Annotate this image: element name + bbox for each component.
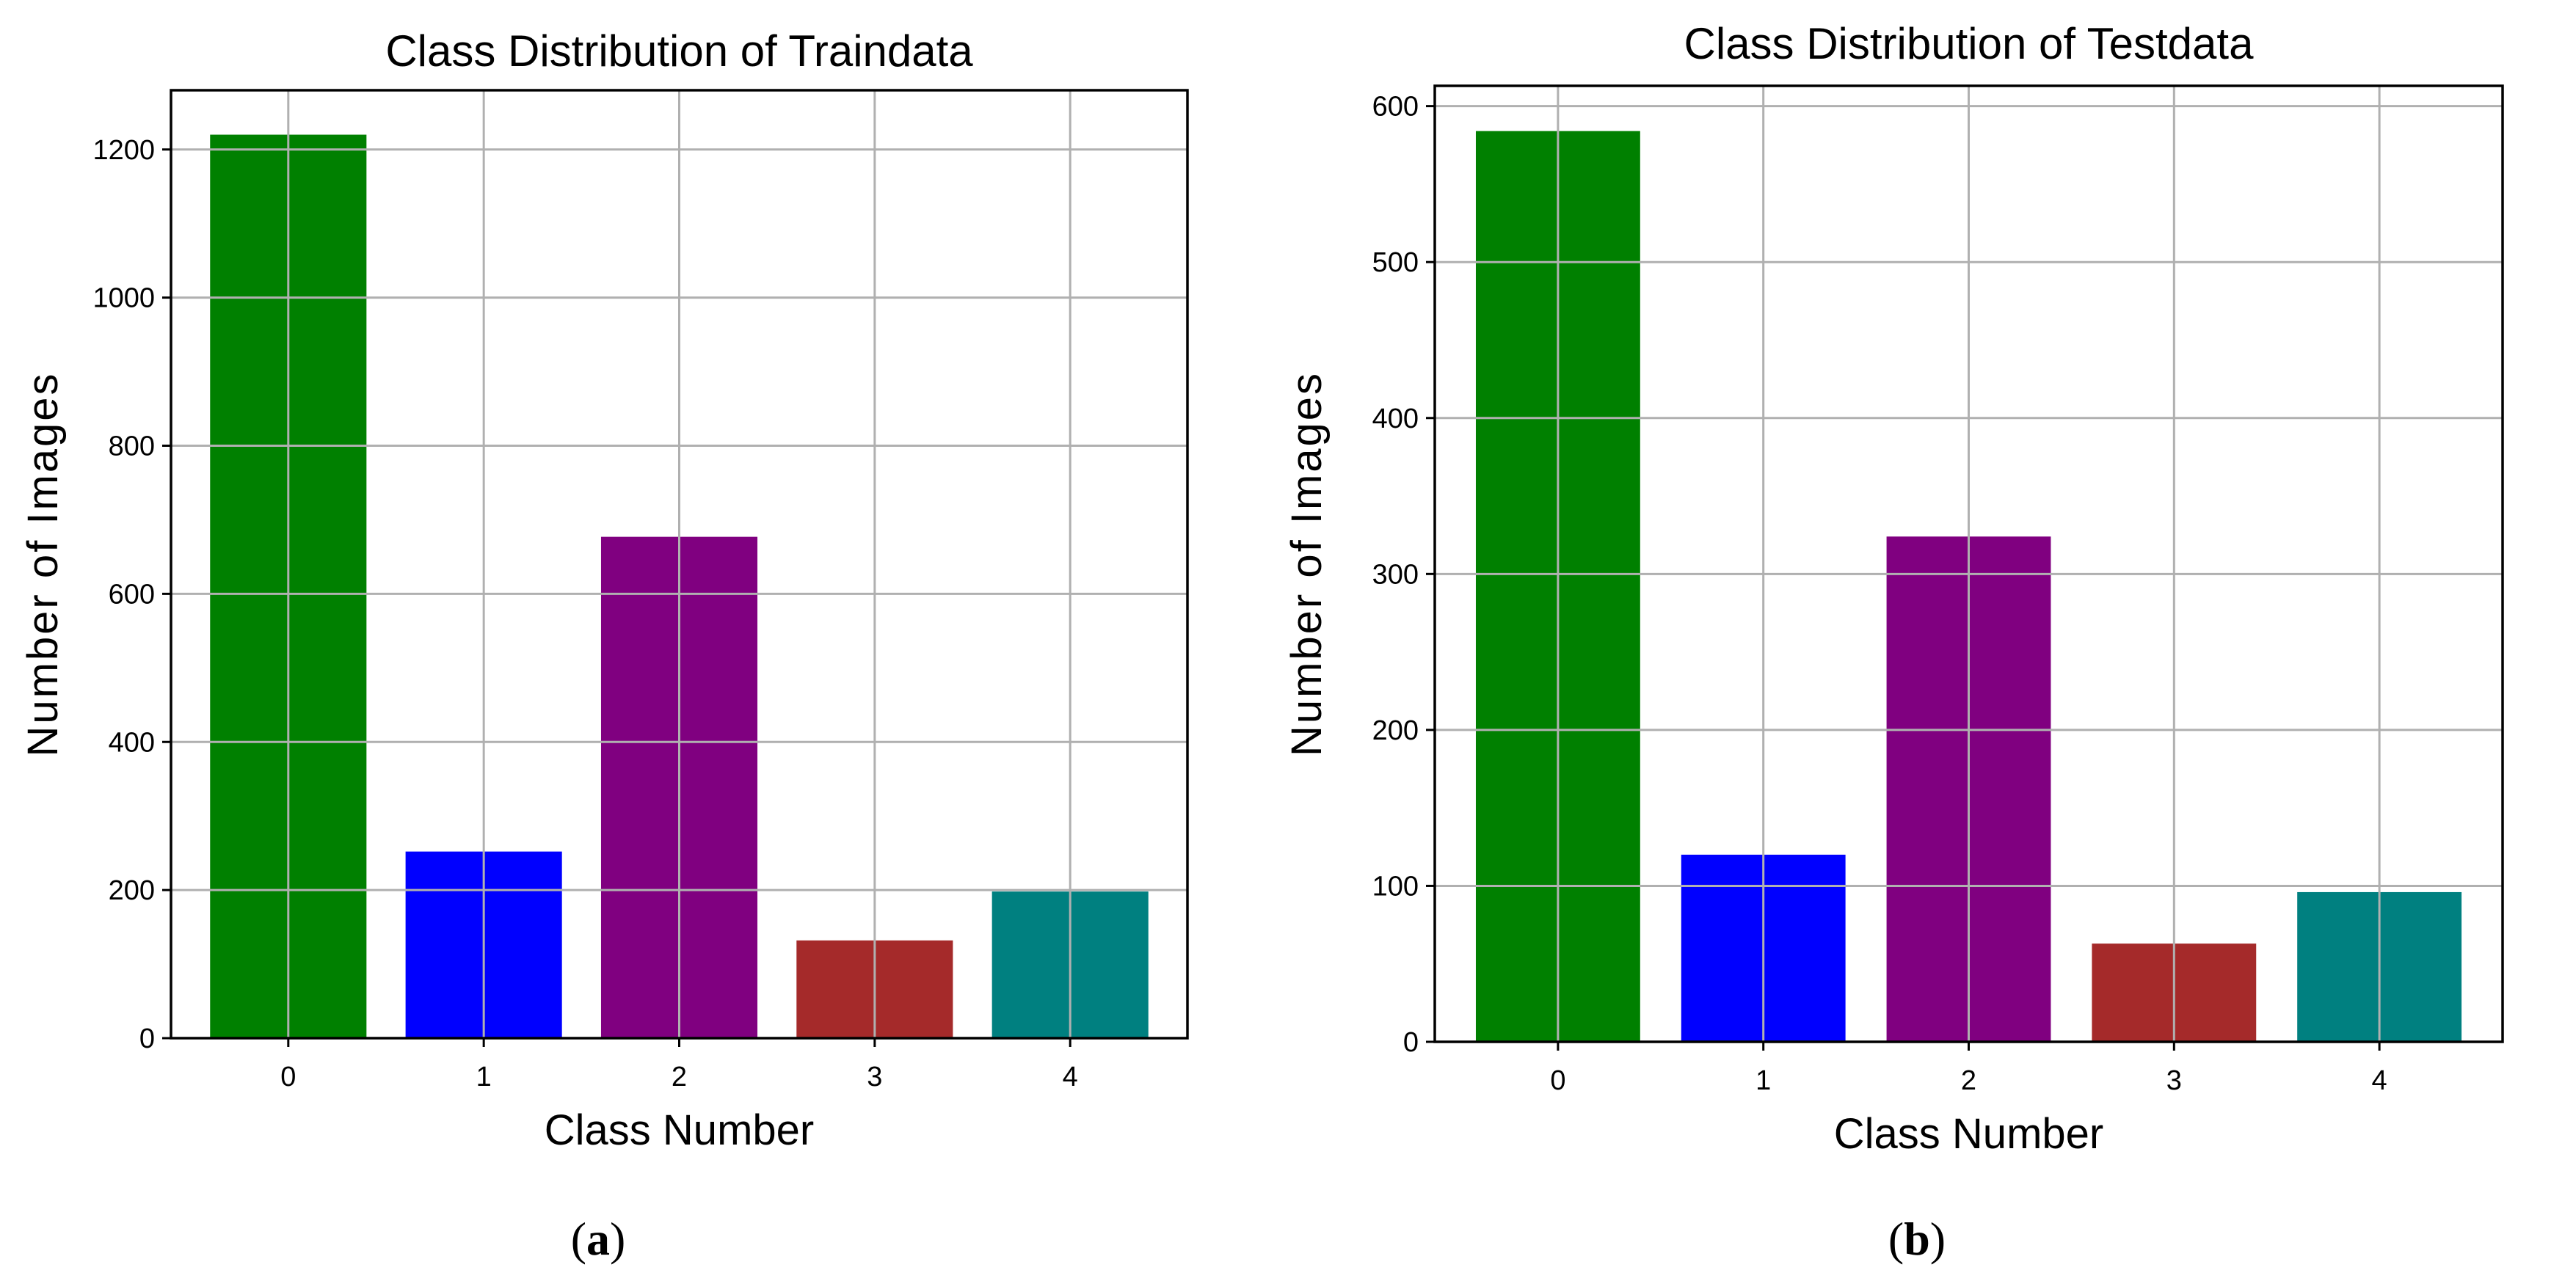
subfigure-caption: (b) xyxy=(1888,1213,1946,1265)
y-tick-label: 200 xyxy=(109,875,155,906)
y-tick-label: 0 xyxy=(1403,1027,1419,1058)
y-tick-label: 300 xyxy=(1372,559,1419,590)
chart-title: Class Distribution of Testdata xyxy=(1684,19,2255,68)
y-tick-label: 800 xyxy=(109,431,155,462)
x-tick-label: 2 xyxy=(1961,1065,1976,1096)
y-tick-label: 600 xyxy=(109,579,155,610)
y-tick-label: 100 xyxy=(1372,871,1419,902)
x-tick-label: 4 xyxy=(2372,1065,2387,1096)
x-tick-label: 3 xyxy=(2166,1065,2182,1096)
y-axis-label: Number of Images xyxy=(1283,371,1331,756)
y-tick-label: 0 xyxy=(139,1023,155,1054)
y-tick-label: 400 xyxy=(109,727,155,758)
x-axis-label: Class Number xyxy=(545,1106,814,1154)
plot-frame xyxy=(1433,84,2504,1043)
y-tick-label: 600 xyxy=(1372,92,1419,123)
y-axis-label: Number of Images xyxy=(19,371,67,756)
y-tick-label: 400 xyxy=(1372,404,1419,434)
plot-frame xyxy=(170,89,1189,1040)
subfigure-caption: (a) xyxy=(571,1213,626,1265)
x-axis-label: Class Number xyxy=(1834,1110,2103,1158)
x-tick-label: 3 xyxy=(867,1062,882,1092)
y-tick-label: 1200 xyxy=(92,135,155,166)
chart-testdata: 0 100 200 300 400 500 600 0 1 2 3 4 Class Distributi… xyxy=(1283,19,2504,1265)
y-tick-label: 1000 xyxy=(92,283,155,314)
x-tick-label: 2 xyxy=(672,1062,687,1092)
y-tick-label: 500 xyxy=(1372,247,1419,278)
chart-title: Class Distribution of Traindata xyxy=(385,26,973,76)
chart-traindata: 0 200 400 600 800 1000 1200 0 1 2 3 4 Class Distribu… xyxy=(19,26,1189,1265)
x-tick-label: 4 xyxy=(1063,1062,1078,1092)
x-tick-label: 1 xyxy=(476,1062,492,1092)
y-tick-label: 200 xyxy=(1372,715,1419,746)
x-tick-label: 1 xyxy=(1755,1065,1771,1096)
x-tick-label: 0 xyxy=(280,1062,296,1092)
x-tick-label: 0 xyxy=(1550,1065,1565,1096)
